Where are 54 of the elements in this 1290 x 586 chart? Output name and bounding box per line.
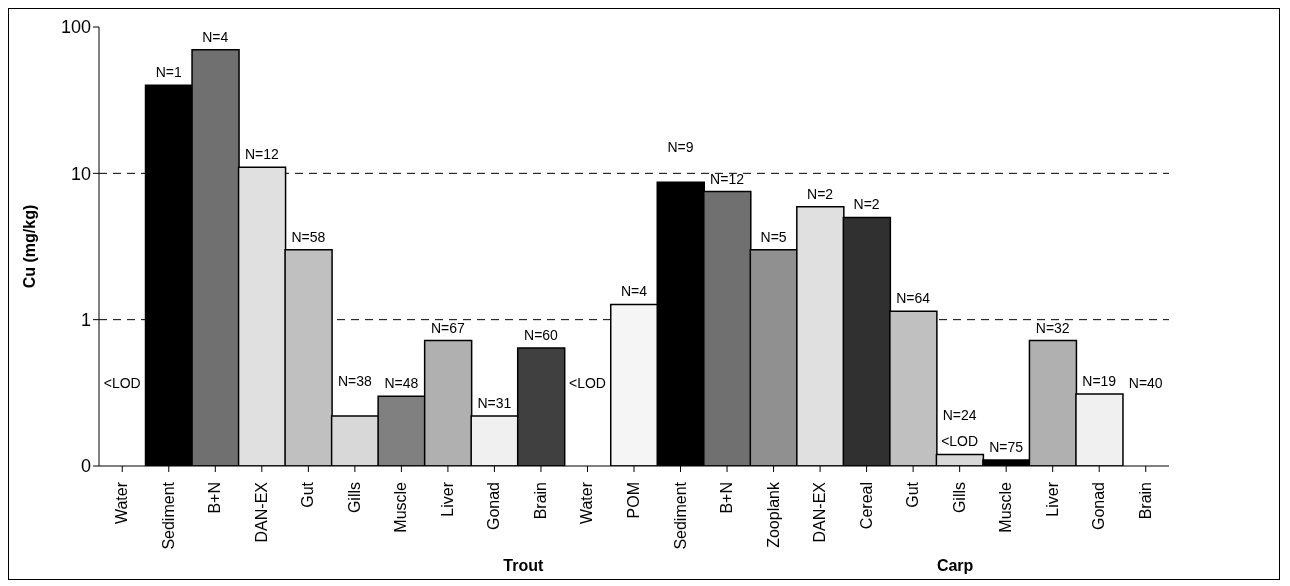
x-tick-label: Gills xyxy=(950,482,968,514)
annotation: N=58 xyxy=(291,228,326,245)
annotation: N=2 xyxy=(853,196,880,213)
x-tick-label: Muscle xyxy=(997,481,1015,533)
annotation: N=60 xyxy=(524,327,559,344)
text: Trout xyxy=(503,557,544,575)
x-tick-label: Water xyxy=(578,481,596,525)
x-tick-label: Gills xyxy=(345,482,363,514)
text: Carp xyxy=(936,557,974,575)
annotation: <LOD xyxy=(103,375,141,392)
x-tick-label: Gut xyxy=(904,481,922,508)
x-tick-label: Zooplank xyxy=(764,481,782,548)
y-axis-title: Cu (mg/kg) xyxy=(20,204,38,289)
x-tick-label: B+N xyxy=(718,482,736,514)
annotation: N=4 xyxy=(620,283,648,300)
annotation: N=19 xyxy=(1082,373,1117,390)
x-tick-label: Cereal xyxy=(857,482,875,530)
annotation: N=5 xyxy=(760,228,787,245)
y-tick-label: 10 xyxy=(70,163,91,184)
annotation: N=12 xyxy=(710,170,745,187)
annotation: N=31 xyxy=(477,394,512,411)
annotation: N=4 xyxy=(202,28,229,45)
x-tick-label: POM xyxy=(625,482,642,519)
annotation: N=67 xyxy=(430,319,466,336)
x-tick-label: Gonad xyxy=(1090,482,1108,531)
annotation: N=38 xyxy=(337,372,373,389)
x-tick-label: Liver xyxy=(438,481,456,517)
x-tick-label: Brain xyxy=(1136,482,1154,520)
x-tick-label: Liver xyxy=(1043,481,1061,517)
y-tick-label: 0 xyxy=(80,456,91,477)
annotation: <LOD xyxy=(941,433,979,450)
annotation: N=9 xyxy=(667,139,694,156)
annotation: N=48 xyxy=(384,375,419,392)
x-tick-label: Gonad xyxy=(485,482,503,531)
annotation: N=75 xyxy=(989,438,1024,455)
annotation: N=40 xyxy=(1128,375,1163,392)
x-tick-label: Gut xyxy=(299,481,317,508)
annotation: N=64 xyxy=(896,290,931,307)
y-tick-label: 1 xyxy=(80,310,91,331)
x-tick-label: DAN-EX xyxy=(252,481,270,543)
annotation: N=32 xyxy=(1035,319,1070,336)
x-tick-label: B+N xyxy=(206,482,224,514)
annotation: N=24 xyxy=(942,407,977,424)
annotation: N=1 xyxy=(155,64,183,81)
x-tick-label: Sediment xyxy=(159,481,177,550)
x-tick-label: Water xyxy=(113,481,131,525)
x-tick-label: Sediment xyxy=(671,481,689,550)
x-tick-label: Muscle xyxy=(392,481,410,533)
annotation: N=12 xyxy=(244,146,279,163)
annotation: N=2 xyxy=(807,185,834,202)
annotation: <LOD xyxy=(568,375,606,392)
y-tick-label: 100 xyxy=(60,17,91,38)
x-tick-label: Brain xyxy=(531,482,549,520)
x-tick-label: DAN-EX xyxy=(811,481,829,543)
